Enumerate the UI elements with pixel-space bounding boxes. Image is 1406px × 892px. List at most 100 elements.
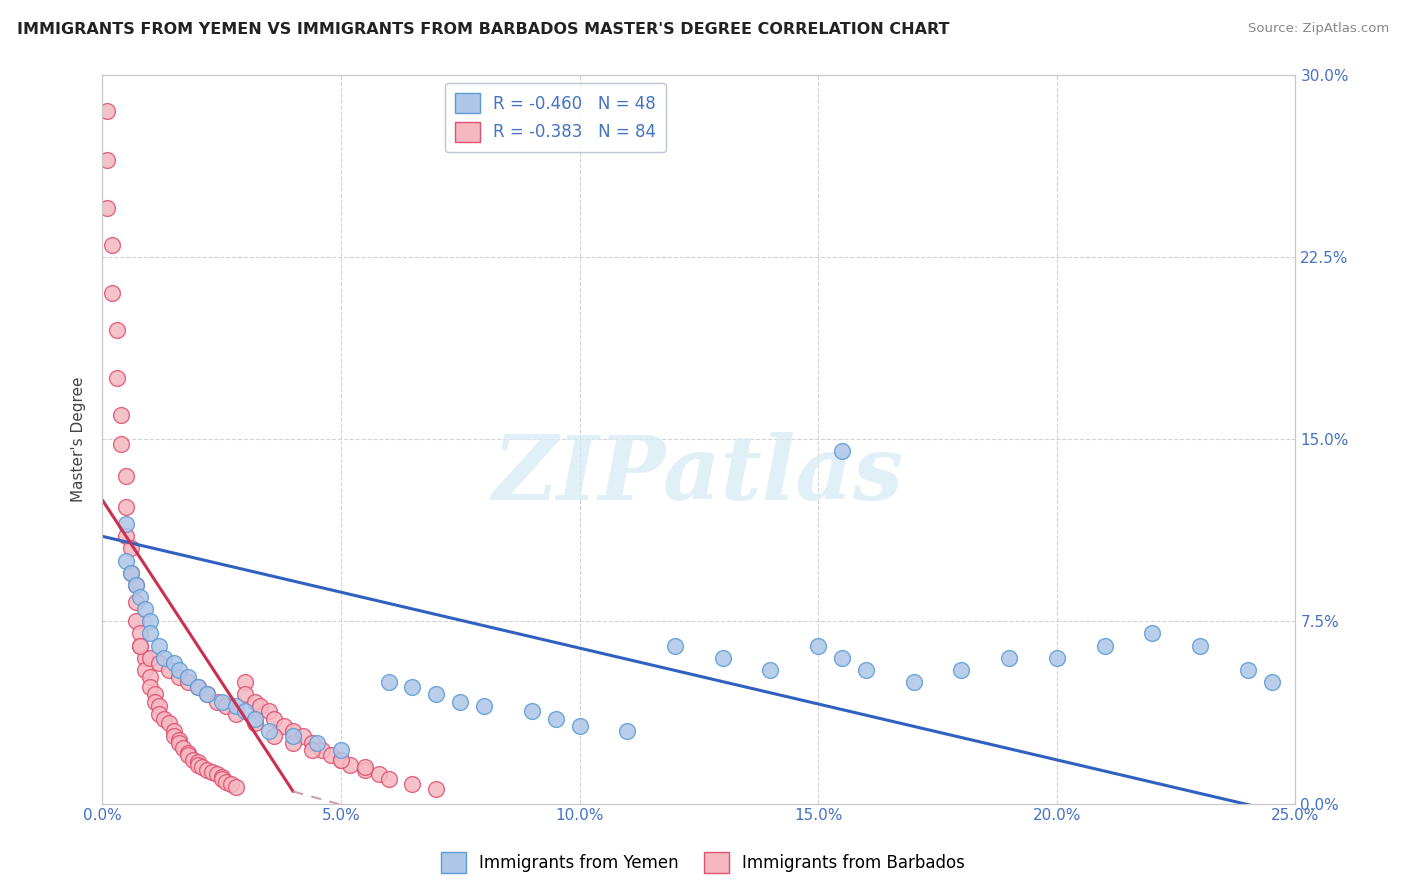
Point bbox=[1094, 639, 1116, 653]
Point bbox=[177, 670, 200, 684]
Point bbox=[148, 656, 170, 670]
Point bbox=[129, 639, 152, 653]
Text: IMMIGRANTS FROM YEMEN VS IMMIGRANTS FROM BARBADOS MASTER'S DEGREE CORRELATION CH: IMMIGRANTS FROM YEMEN VS IMMIGRANTS FROM… bbox=[17, 22, 949, 37]
Point bbox=[425, 782, 447, 797]
Point bbox=[353, 763, 375, 777]
Point bbox=[148, 706, 170, 721]
Text: ZIPatlas: ZIPatlas bbox=[494, 433, 904, 519]
Point bbox=[225, 706, 247, 721]
Point bbox=[520, 704, 543, 718]
Point bbox=[243, 694, 266, 708]
Point bbox=[368, 767, 391, 781]
Point bbox=[120, 566, 142, 580]
Point bbox=[167, 733, 190, 747]
Point bbox=[215, 699, 238, 714]
Point bbox=[211, 770, 233, 784]
Text: Source: ZipAtlas.com: Source: ZipAtlas.com bbox=[1249, 22, 1389, 36]
Point bbox=[148, 699, 170, 714]
Point bbox=[167, 736, 190, 750]
Point bbox=[153, 650, 176, 665]
Point bbox=[449, 694, 471, 708]
Point bbox=[115, 517, 138, 532]
Point bbox=[425, 687, 447, 701]
Point bbox=[235, 704, 257, 718]
Point bbox=[163, 729, 186, 743]
Point bbox=[243, 712, 266, 726]
Point bbox=[831, 444, 853, 458]
Point bbox=[143, 687, 166, 701]
Point bbox=[329, 753, 352, 767]
Point bbox=[105, 371, 128, 385]
Point bbox=[807, 639, 830, 653]
Point bbox=[568, 719, 591, 733]
Legend: Immigrants from Yemen, Immigrants from Barbados: Immigrants from Yemen, Immigrants from B… bbox=[434, 846, 972, 880]
Point bbox=[263, 712, 285, 726]
Point bbox=[129, 639, 152, 653]
Point bbox=[281, 723, 304, 738]
Point bbox=[259, 704, 281, 718]
Point bbox=[235, 675, 257, 690]
Point bbox=[172, 740, 194, 755]
Point bbox=[205, 694, 228, 708]
Point bbox=[110, 408, 132, 422]
Point bbox=[124, 578, 146, 592]
Point bbox=[129, 626, 152, 640]
Point bbox=[157, 716, 180, 731]
Y-axis label: Master's Degree: Master's Degree bbox=[72, 376, 86, 502]
Point bbox=[249, 699, 271, 714]
Point bbox=[903, 675, 925, 690]
Point bbox=[115, 500, 138, 515]
Point bbox=[177, 747, 200, 762]
Point bbox=[225, 699, 247, 714]
Point bbox=[157, 663, 180, 677]
Point bbox=[759, 663, 782, 677]
Point bbox=[115, 553, 138, 567]
Point bbox=[187, 680, 209, 694]
Point bbox=[110, 437, 132, 451]
Point bbox=[167, 663, 190, 677]
Point bbox=[377, 772, 399, 787]
Point bbox=[195, 687, 218, 701]
Point bbox=[472, 699, 495, 714]
Point bbox=[187, 680, 209, 694]
Point bbox=[211, 772, 233, 787]
Point bbox=[281, 736, 304, 750]
Point bbox=[96, 153, 118, 167]
Point bbox=[301, 743, 323, 757]
Point bbox=[177, 675, 200, 690]
Point bbox=[115, 529, 138, 543]
Point bbox=[134, 663, 156, 677]
Point bbox=[177, 746, 200, 760]
Point bbox=[263, 729, 285, 743]
Point bbox=[139, 650, 162, 665]
Point bbox=[1236, 663, 1258, 677]
Point bbox=[225, 780, 247, 794]
Point bbox=[339, 757, 361, 772]
Point bbox=[377, 675, 399, 690]
Point bbox=[273, 719, 295, 733]
Point bbox=[148, 639, 170, 653]
Point bbox=[219, 777, 242, 791]
Point bbox=[211, 694, 233, 708]
Point bbox=[153, 712, 176, 726]
Point bbox=[201, 764, 224, 779]
Point bbox=[115, 468, 138, 483]
Point bbox=[100, 286, 122, 301]
Point bbox=[950, 663, 973, 677]
Point bbox=[215, 774, 238, 789]
Point bbox=[205, 767, 228, 781]
Point bbox=[143, 694, 166, 708]
Point bbox=[187, 756, 209, 770]
Point bbox=[831, 650, 853, 665]
Point bbox=[329, 743, 352, 757]
Point bbox=[96, 103, 118, 118]
Point bbox=[167, 670, 190, 684]
Point bbox=[301, 736, 323, 750]
Legend: R = -0.460   N = 48, R = -0.383   N = 84: R = -0.460 N = 48, R = -0.383 N = 84 bbox=[444, 83, 666, 152]
Point bbox=[139, 680, 162, 694]
Point bbox=[1188, 639, 1211, 653]
Point bbox=[1046, 650, 1069, 665]
Point bbox=[664, 639, 686, 653]
Point bbox=[139, 615, 162, 629]
Point bbox=[401, 777, 423, 791]
